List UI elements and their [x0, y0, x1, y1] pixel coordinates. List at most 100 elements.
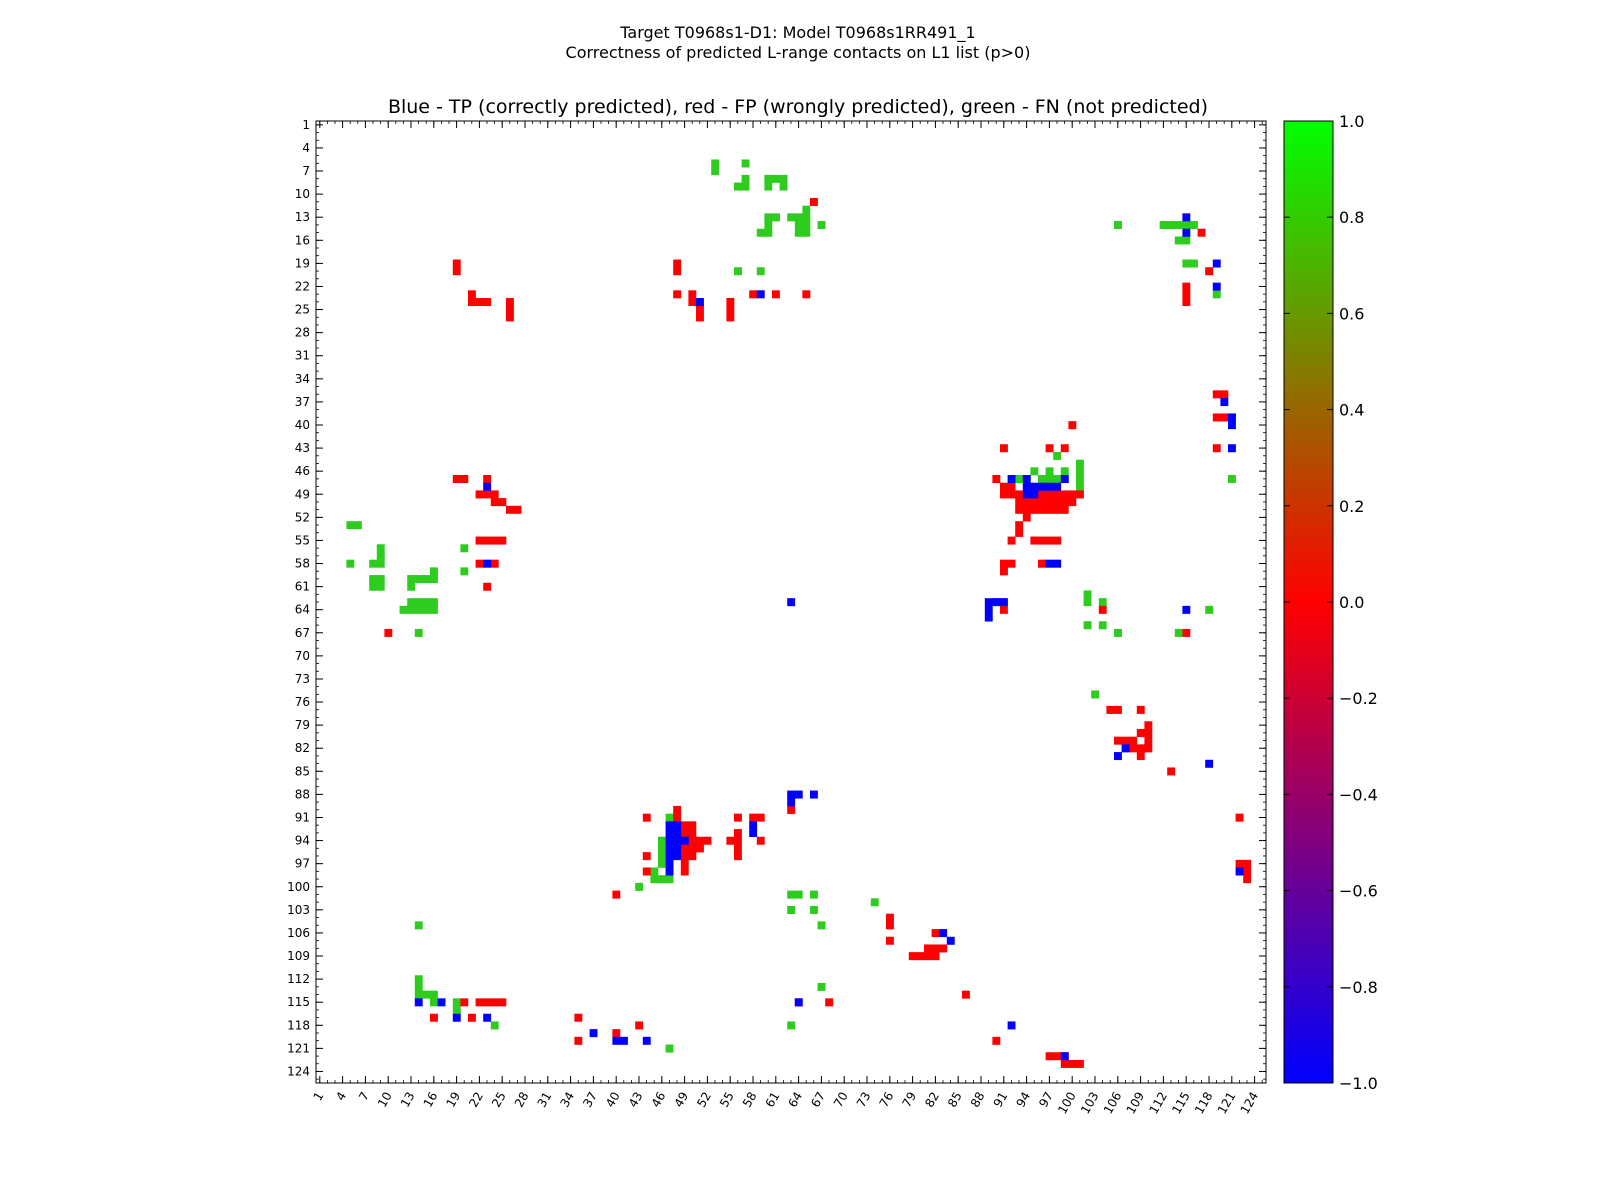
cell-fn — [772, 174, 780, 183]
cell-fn — [414, 598, 423, 607]
cell-fn — [817, 982, 826, 991]
cell-fp — [490, 498, 499, 507]
cell-tp — [1030, 490, 1039, 499]
y-tick-label: 106 — [287, 926, 310, 940]
y-tick-label: 58 — [295, 557, 310, 571]
cell-tp — [1228, 444, 1236, 453]
colorbar-tick-label: 1.0 — [1339, 112, 1364, 131]
cell-fn — [422, 990, 431, 999]
x-tick-label: 118 — [1192, 1090, 1216, 1117]
cell-fn — [794, 228, 803, 237]
y-tick-label: 49 — [295, 487, 310, 501]
x-tick-label: 64 — [785, 1090, 805, 1110]
cell-fp — [1068, 498, 1077, 507]
cell-fp — [475, 998, 484, 1007]
x-tick-label: 61 — [763, 1090, 783, 1110]
cell-fp — [1182, 282, 1191, 291]
cell-tp — [665, 852, 674, 861]
cell-fp — [1098, 605, 1107, 614]
colorbar-tick-label: −1.0 — [1339, 1074, 1378, 1093]
cell-tp — [620, 1036, 628, 1045]
cell-fp — [642, 813, 651, 822]
cell-fp — [673, 813, 682, 822]
cell-fn — [1045, 475, 1054, 484]
cell-fp — [802, 290, 811, 299]
colorbar-tick-label: 0.2 — [1339, 497, 1364, 516]
cell-tp — [483, 482, 492, 491]
cell-fn — [741, 174, 750, 183]
cell-fn — [1174, 628, 1183, 637]
cell-fp — [612, 890, 621, 899]
cell-fp — [787, 805, 796, 814]
cell-fp — [475, 298, 484, 307]
cell-fn — [1083, 590, 1092, 599]
cell-fp — [924, 944, 932, 953]
cell-fn — [1076, 475, 1084, 484]
y-tick-label: 103 — [287, 903, 310, 917]
cell-fn — [1038, 475, 1046, 484]
cell-fn — [376, 559, 385, 568]
cell-fp — [1015, 498, 1024, 507]
x-tick-label: 34 — [557, 1090, 577, 1110]
cell-fn — [430, 575, 438, 584]
cell-fp — [1212, 413, 1221, 422]
cell-fp — [452, 475, 461, 484]
cell-fn — [414, 575, 423, 584]
cell-fp — [886, 921, 894, 930]
cell-fp — [886, 913, 894, 922]
cell-fp — [498, 998, 507, 1007]
cell-tp — [612, 1036, 621, 1045]
cell-fp — [1068, 490, 1077, 499]
cell-fp — [924, 952, 932, 961]
cell-fp — [612, 1029, 621, 1038]
cell-fp — [1182, 290, 1191, 299]
cell-fp — [384, 628, 393, 637]
x-tick-label: 73 — [854, 1090, 874, 1110]
cell-fn — [346, 559, 355, 568]
cell-fn — [354, 521, 362, 530]
cell-fn — [870, 898, 879, 907]
cell-fn — [1098, 621, 1107, 630]
cell-fn — [787, 1021, 796, 1030]
y-tick-label: 10 — [295, 187, 310, 201]
cell-fp — [1136, 752, 1145, 761]
x-tick-label: 103 — [1078, 1090, 1102, 1117]
y-tick-label: 88 — [295, 787, 310, 801]
cell-fp — [756, 836, 765, 845]
cell-fp — [1197, 228, 1206, 237]
cell-fp — [498, 536, 507, 545]
cell-tp — [1007, 1021, 1016, 1030]
cell-fn — [665, 1044, 674, 1053]
cell-tp — [673, 844, 682, 853]
cell-fp — [1114, 705, 1122, 714]
cell-fp — [992, 1036, 1001, 1045]
cell-fn — [1114, 628, 1122, 637]
cell-fn — [414, 628, 423, 637]
cell-fp — [1038, 505, 1046, 514]
cell-fn — [665, 813, 674, 822]
y-tick-label: 37 — [295, 395, 310, 409]
cell-tp — [665, 859, 674, 868]
colorbar-tick-label: 0.0 — [1339, 593, 1364, 612]
x-tick-label: 10 — [375, 1090, 395, 1110]
cell-fp — [1076, 490, 1084, 499]
cell-fp — [483, 475, 492, 484]
cell-tp — [673, 836, 682, 845]
cell-fn — [658, 875, 666, 884]
y-tick-label: 109 — [287, 949, 310, 963]
cell-fp — [1060, 490, 1069, 499]
y-tick-label: 22 — [295, 279, 310, 293]
cell-fp — [506, 298, 514, 307]
cell-tp — [794, 790, 803, 799]
cell-fn — [1083, 598, 1092, 607]
cell-fp — [673, 259, 682, 268]
x-tick-label: 37 — [580, 1090, 600, 1110]
cell-fn — [1076, 459, 1084, 468]
cell-fn — [658, 859, 666, 868]
cell-fn — [376, 544, 385, 553]
cell-fp — [1129, 744, 1138, 753]
x-tick-label: 31 — [535, 1090, 555, 1110]
cell-fp — [1106, 705, 1115, 714]
cell-fp — [1182, 628, 1191, 637]
cell-fp — [734, 829, 742, 838]
